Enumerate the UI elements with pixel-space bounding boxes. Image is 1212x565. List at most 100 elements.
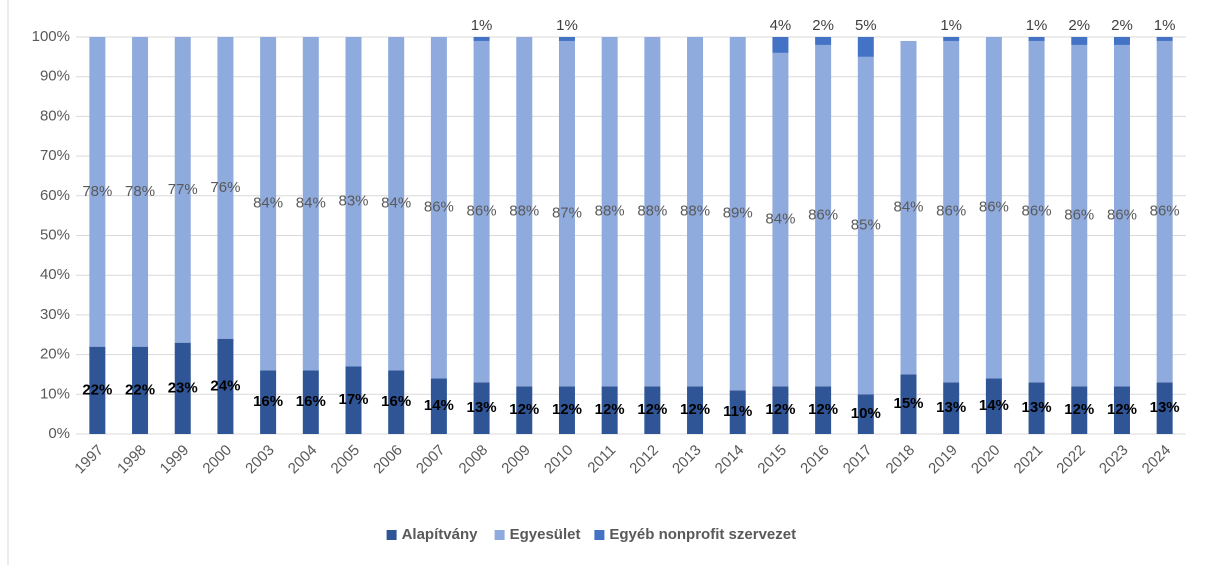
- y-tick-label: 10%: [40, 385, 70, 402]
- bar-segment: [1028, 382, 1045, 434]
- y-tick-label: 90%: [40, 68, 70, 85]
- y-tick-label: 30%: [40, 306, 70, 323]
- data-label: 13%: [936, 399, 966, 416]
- data-label: 12%: [637, 401, 667, 418]
- data-label: 86%: [1022, 203, 1052, 220]
- bar-segment: [601, 386, 618, 434]
- bar-segment: [1156, 382, 1173, 434]
- legend-label: Egyesület: [510, 526, 581, 543]
- bar-segment: [132, 346, 149, 434]
- bar-segment: [1156, 37, 1173, 41]
- x-tick-label: 2011: [584, 442, 619, 477]
- bar-segment: [943, 40, 960, 383]
- x-tick-label: 2009: [498, 442, 534, 478]
- bar-segment: [558, 37, 575, 41]
- y-tick-label: 70%: [40, 147, 70, 164]
- data-label: 1%: [940, 17, 962, 34]
- data-label: 87%: [552, 205, 582, 222]
- legend-swatch: [386, 530, 397, 540]
- data-label: 11%: [723, 403, 752, 420]
- bar-segment: [345, 37, 362, 367]
- y-tick-label: 80%: [40, 107, 70, 124]
- bar-segment: [601, 37, 618, 387]
- data-label: 12%: [1107, 401, 1137, 418]
- bar-segment: [388, 370, 405, 434]
- data-label: 88%: [509, 203, 539, 220]
- data-label: 78%: [82, 183, 112, 200]
- bar-segment: [985, 378, 1002, 434]
- x-tick-label: 2016: [797, 442, 833, 478]
- y-tick-label: 60%: [40, 187, 70, 204]
- data-label: 13%: [467, 399, 497, 416]
- data-label: 1%: [1026, 17, 1048, 34]
- x-tick-label: 2014: [712, 442, 748, 478]
- data-label: 2%: [1068, 17, 1090, 34]
- y-tick-label: 0%: [48, 425, 70, 442]
- bar-segment: [174, 342, 191, 434]
- bar-segment: [430, 378, 447, 434]
- data-label: 86%: [467, 203, 497, 220]
- legend-label: Alapítvány: [402, 526, 479, 543]
- data-label: 22%: [82, 381, 112, 398]
- x-tick-label: 2021: [1011, 442, 1047, 478]
- bar-segment: [217, 37, 234, 339]
- bar-segment: [345, 366, 362, 434]
- data-label: 12%: [509, 401, 539, 418]
- bar-segment: [558, 40, 575, 387]
- data-label: 12%: [552, 401, 582, 418]
- data-label: 86%: [1064, 207, 1094, 224]
- data-label: 12%: [765, 401, 795, 418]
- data-label: 86%: [424, 199, 454, 216]
- bar-segment: [388, 37, 405, 371]
- bar-segment: [174, 37, 191, 343]
- bar-segment: [857, 37, 874, 57]
- bar-segment: [900, 40, 917, 375]
- y-tick-label: 20%: [40, 346, 70, 363]
- bar-segment: [857, 394, 874, 434]
- bar-segment: [302, 37, 319, 371]
- data-label: 22%: [125, 381, 155, 398]
- bar-segment: [857, 56, 874, 395]
- bar-segment: [516, 37, 533, 387]
- data-label: 16%: [381, 393, 411, 410]
- y-tick-label: 50%: [40, 226, 70, 243]
- data-label: 83%: [338, 193, 368, 210]
- data-label: 84%: [765, 211, 795, 228]
- bar-segment: [772, 386, 789, 434]
- x-tick-label: 2000: [199, 442, 235, 478]
- bar-segment: [89, 346, 106, 434]
- bar-segment: [516, 386, 533, 434]
- data-label: 23%: [168, 379, 198, 396]
- bar-segment: [1113, 386, 1130, 434]
- data-label: 1%: [556, 17, 578, 34]
- bar-segment: [687, 386, 704, 434]
- x-tick-label: 2012: [626, 442, 662, 478]
- bar-segment: [89, 37, 106, 347]
- bar-segment: [900, 374, 917, 434]
- x-tick-label: 2003: [242, 442, 278, 478]
- data-label: 1%: [471, 17, 493, 34]
- bar-segment: [430, 37, 447, 379]
- data-label: 16%: [253, 393, 283, 410]
- bar-segment: [1071, 386, 1088, 434]
- data-label: 88%: [680, 203, 710, 220]
- bar-segment: [815, 37, 832, 45]
- bar-segment: [473, 37, 490, 41]
- bar-segment: [815, 44, 832, 387]
- x-tick-label: 2004: [285, 442, 321, 478]
- bar-segment: [260, 37, 277, 371]
- x-tick-label: 2020: [968, 442, 1004, 478]
- bar-segment: [644, 386, 661, 434]
- data-label: 86%: [979, 199, 1009, 216]
- data-label: 14%: [424, 397, 454, 414]
- data-label: 89%: [723, 205, 753, 222]
- x-tick-label: 2022: [1053, 442, 1089, 478]
- bar-segment: [132, 37, 149, 347]
- bar-segment: [687, 37, 704, 387]
- legend-swatch: [594, 530, 605, 540]
- data-label: 88%: [637, 203, 667, 220]
- data-label: 12%: [595, 401, 625, 418]
- x-tick-label: 2006: [370, 442, 406, 478]
- x-tick-label: 2018: [883, 442, 919, 478]
